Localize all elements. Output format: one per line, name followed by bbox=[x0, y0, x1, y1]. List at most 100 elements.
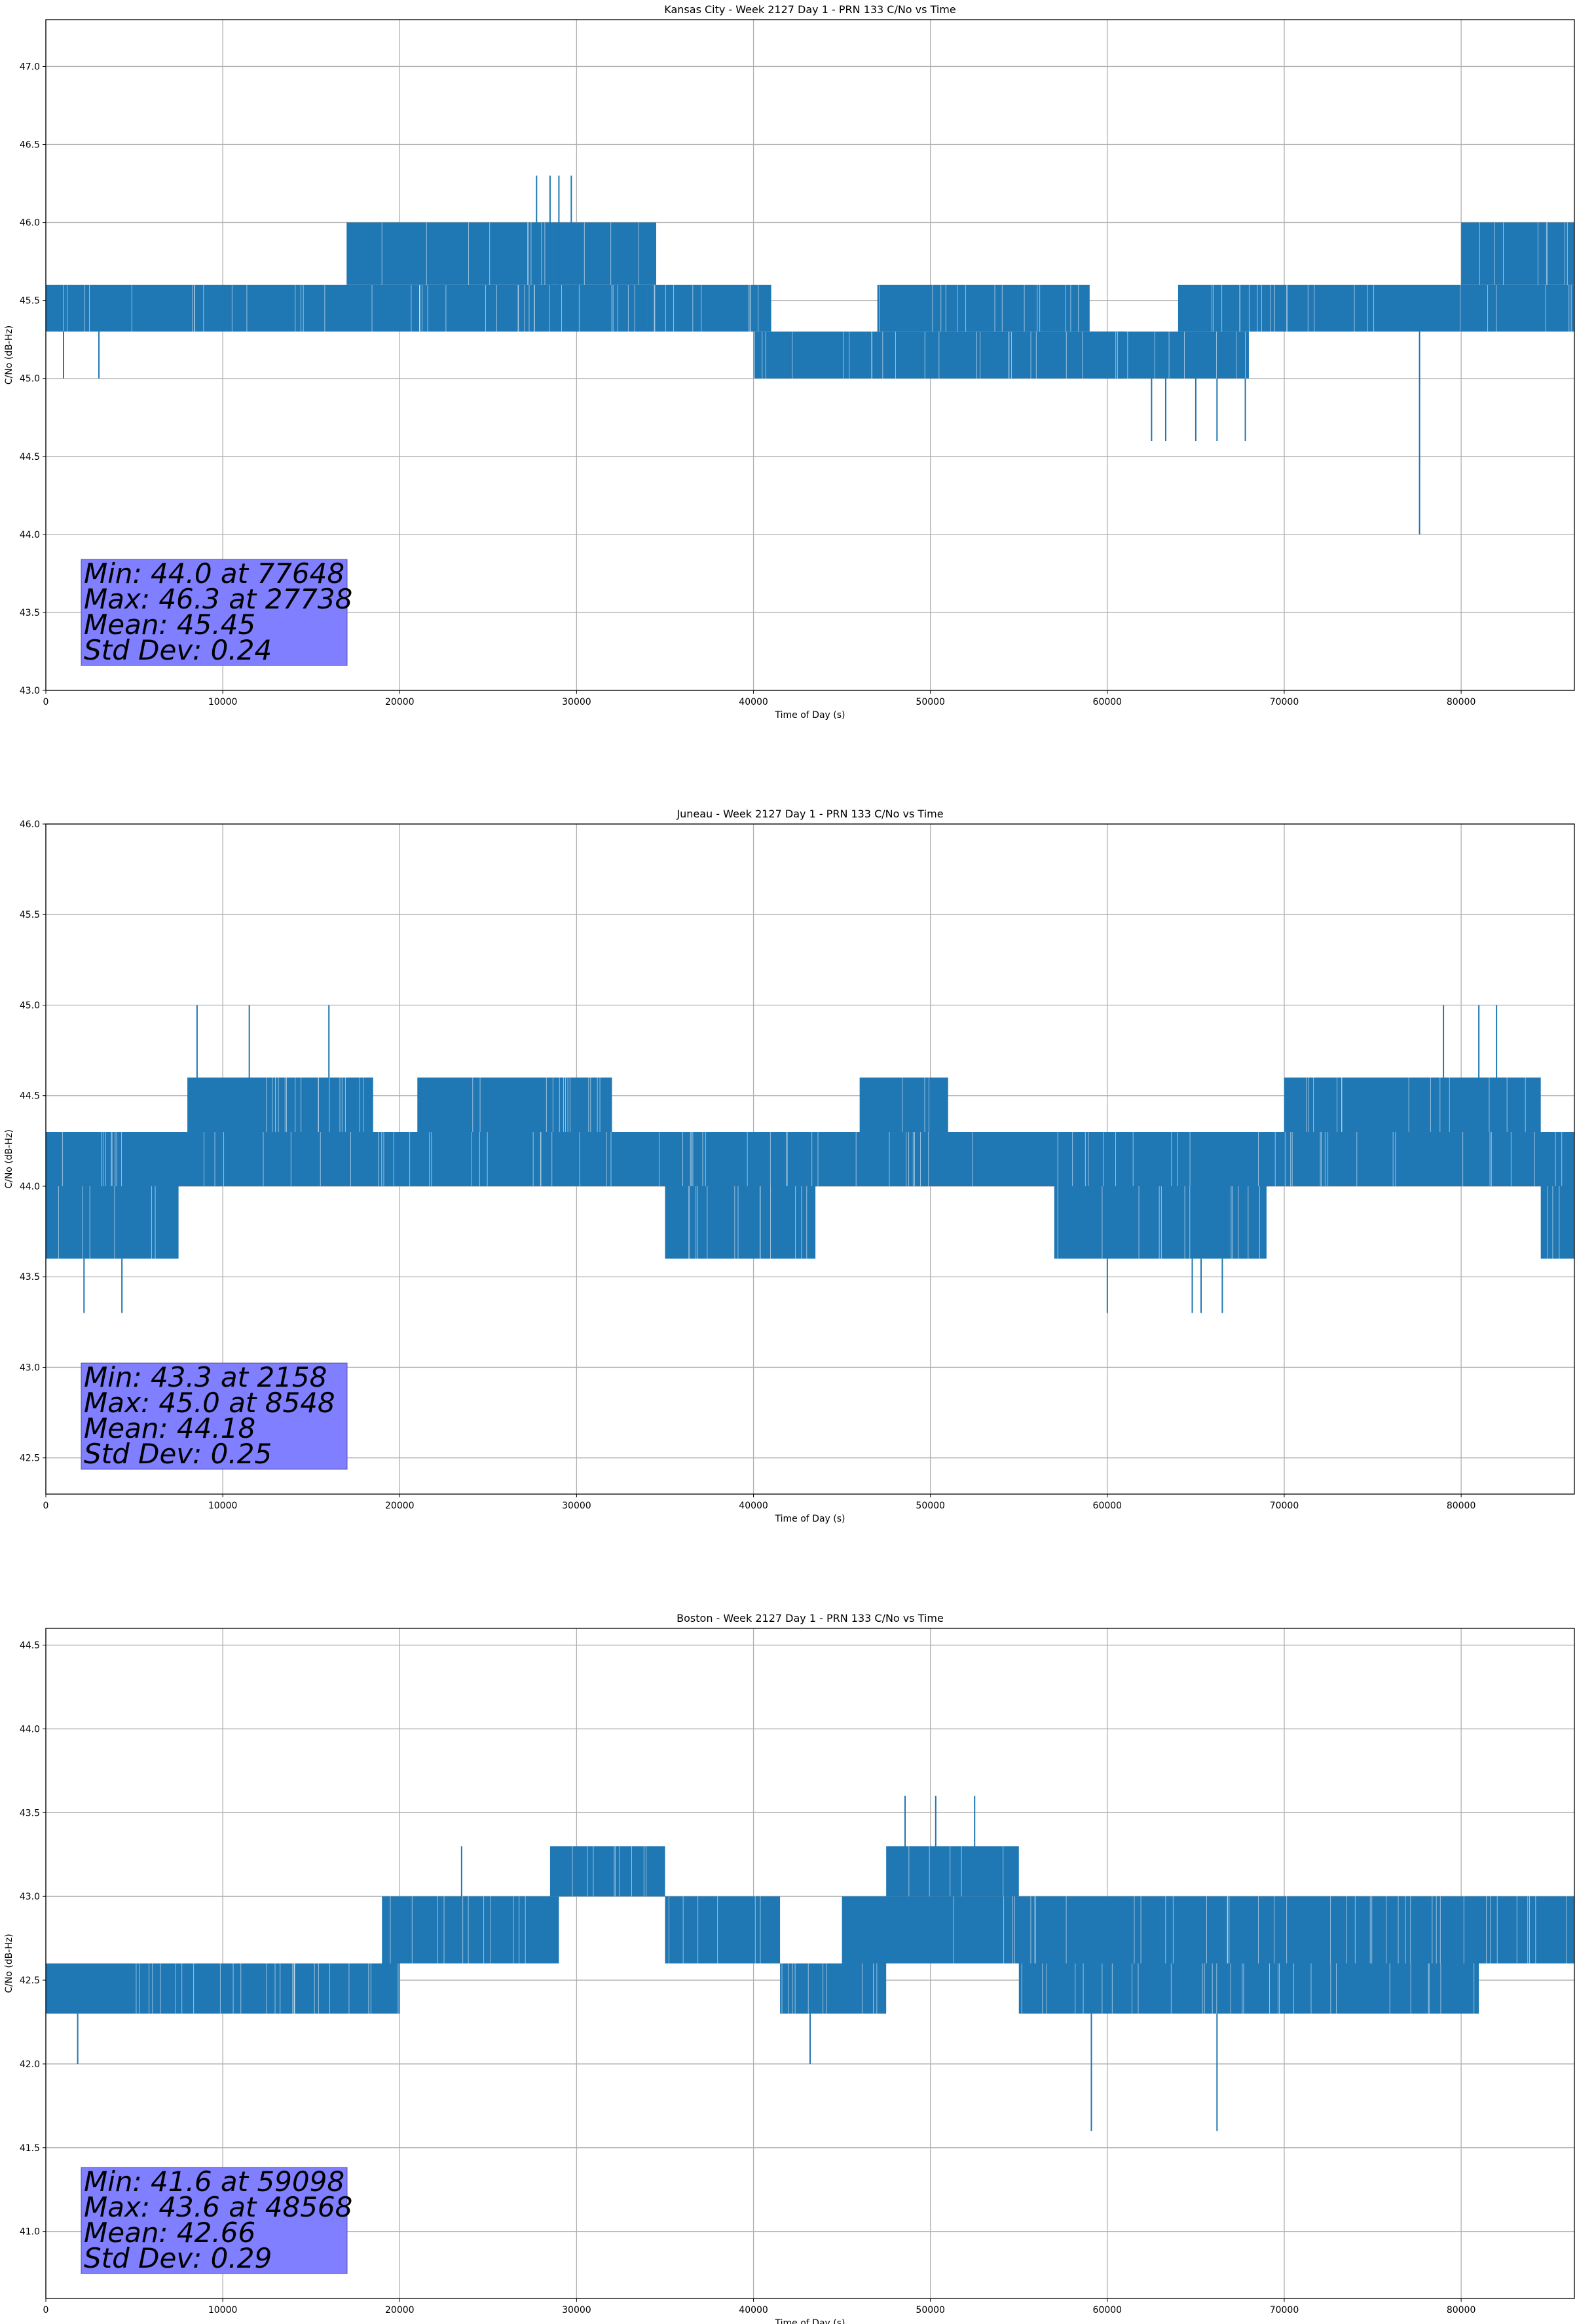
stats-line: Std Dev: 0.25 bbox=[84, 1438, 272, 1470]
chart-title: Boston - Week 2127 Day 1 - PRN 133 C/No … bbox=[677, 1612, 944, 1624]
y-tick-label: 41.5 bbox=[20, 2143, 40, 2154]
x-tick-label: 30000 bbox=[562, 697, 591, 707]
series-band bbox=[1054, 1186, 1267, 1259]
series-band bbox=[46, 1186, 179, 1259]
x-tick-label: 70000 bbox=[1270, 2305, 1299, 2315]
series-band bbox=[886, 1846, 1019, 1897]
y-axis-label: C/No (dB-Hz) bbox=[4, 1129, 14, 1188]
series-band bbox=[1178, 284, 1574, 332]
series-band bbox=[346, 222, 656, 285]
y-axis-label: C/No (dB-Hz) bbox=[4, 1934, 14, 1993]
x-axis-label: Time of Day (s) bbox=[775, 710, 845, 721]
y-tick-label: 44.5 bbox=[20, 1641, 40, 1651]
cno-series bbox=[46, 1795, 1574, 2131]
x-tick-label: 20000 bbox=[385, 2305, 415, 2315]
chart-title: Juneau - Week 2127 Day 1 - PRN 133 C/No … bbox=[676, 808, 943, 820]
chart-title: Kansas City - Week 2127 Day 1 - PRN 133 … bbox=[664, 3, 955, 16]
axes-frame bbox=[45, 19, 1575, 691]
series-band bbox=[780, 1963, 887, 2014]
stats-box bbox=[81, 1362, 348, 1470]
chart-panel-kansas-city: 0 10000 20000 30000 40000 50000 60000 70000 8000… bbox=[4, 3, 1575, 721]
chart-panel-juneau: 0 10000 20000 30000 40000 50000 60000 70000 8000… bbox=[4, 808, 1575, 1524]
x-axis-label: Time of Day (s) bbox=[775, 2318, 845, 2324]
y-tick-label: 43.5 bbox=[20, 608, 40, 618]
series-band bbox=[665, 1186, 816, 1259]
x-tick-label: 50000 bbox=[916, 697, 945, 707]
x-tick-label: 20000 bbox=[385, 1501, 415, 1511]
x-tick-label: 70000 bbox=[1270, 697, 1299, 707]
stats-line: Min: 41.6 at 59098 bbox=[84, 2165, 344, 2198]
x-tick-label: 60000 bbox=[1093, 2305, 1122, 2315]
x-tick-label: 0 bbox=[43, 2305, 49, 2315]
x-tick-label: 50000 bbox=[916, 2305, 945, 2315]
series-band bbox=[665, 1896, 781, 1964]
series-band bbox=[46, 1132, 1574, 1186]
y-tick-label: 44.0 bbox=[20, 1182, 40, 1192]
y-tick-label: 46.0 bbox=[20, 819, 40, 830]
y-tick-label: 42.5 bbox=[20, 1453, 40, 1464]
stats-line: Max: 46.3 at 27738 bbox=[84, 583, 352, 615]
axes-frame bbox=[45, 1628, 1575, 2299]
stats-line: Std Dev: 0.24 bbox=[84, 634, 272, 666]
x-tick-label: 40000 bbox=[739, 1501, 768, 1511]
series-band bbox=[1018, 1963, 1479, 2014]
y-tick-label: 45.5 bbox=[20, 296, 40, 307]
stats-line: Max: 43.6 at 48568 bbox=[84, 2191, 352, 2223]
x-tick-label: 60000 bbox=[1093, 1501, 1122, 1511]
series-band bbox=[859, 1078, 948, 1133]
y-tick-label: 45.0 bbox=[20, 374, 40, 384]
y-tick-label: 47.0 bbox=[20, 62, 40, 72]
stats-line: Std Dev: 0.29 bbox=[84, 2242, 272, 2274]
x-tick-label: 70000 bbox=[1270, 1501, 1299, 1511]
series-band bbox=[1284, 1078, 1541, 1133]
stats-line: Max: 45.0 at 8548 bbox=[84, 1387, 335, 1419]
y-tick-label: 45.0 bbox=[20, 1000, 40, 1011]
stats-line: Mean: 45.45 bbox=[84, 609, 255, 641]
x-tick-label: 0 bbox=[43, 1501, 49, 1511]
x-tick-label: 60000 bbox=[1093, 697, 1122, 707]
stats-line: Mean: 44.18 bbox=[84, 1412, 255, 1444]
series-band bbox=[1461, 222, 1574, 285]
series-band bbox=[877, 284, 1090, 332]
stats-line: Min: 43.3 at 2158 bbox=[84, 1361, 327, 1393]
y-tick-label: 44.0 bbox=[20, 1724, 40, 1734]
y-tick-label: 46.0 bbox=[20, 218, 40, 229]
y-tick-label: 42.0 bbox=[20, 2059, 40, 2070]
x-tick-label: 10000 bbox=[208, 2305, 238, 2315]
x-tick-label: 20000 bbox=[385, 697, 415, 707]
y-tick-label: 43.0 bbox=[20, 686, 40, 696]
x-tick-label: 80000 bbox=[1447, 1501, 1476, 1511]
y-axis-label: C/No (dB-Hz) bbox=[4, 326, 14, 384]
stats-line: Mean: 42.66 bbox=[84, 2217, 255, 2249]
series-band bbox=[382, 1896, 559, 1964]
x-tick-label: 80000 bbox=[1447, 2305, 1476, 2315]
y-tick-label: 43.5 bbox=[20, 1272, 40, 1283]
x-tick-label: 30000 bbox=[562, 1501, 591, 1511]
y-tick-label: 41.0 bbox=[20, 2227, 40, 2238]
x-tick-label: 50000 bbox=[916, 1501, 945, 1511]
stats-line: Min: 44.0 at 77648 bbox=[84, 557, 344, 590]
x-tick-label: 0 bbox=[43, 697, 49, 707]
stats-box bbox=[81, 2167, 348, 2274]
series-band bbox=[1540, 1186, 1574, 1259]
x-tick-label: 30000 bbox=[562, 2305, 591, 2315]
series-band bbox=[46, 1963, 400, 2014]
x-tick-label: 10000 bbox=[208, 1501, 238, 1511]
cno-series bbox=[46, 1005, 1574, 1313]
x-tick-label: 80000 bbox=[1447, 697, 1476, 707]
axes-frame bbox=[45, 823, 1575, 1495]
y-tick-label: 46.5 bbox=[20, 140, 40, 151]
x-tick-label: 40000 bbox=[739, 2305, 768, 2315]
y-tick-label: 42.5 bbox=[20, 1976, 40, 1986]
y-tick-label: 43.5 bbox=[20, 1808, 40, 1818]
stats-box bbox=[81, 559, 348, 666]
series-band bbox=[417, 1078, 612, 1133]
y-tick-label: 43.0 bbox=[20, 1362, 40, 1373]
series-band bbox=[549, 1846, 665, 1897]
cno-series bbox=[46, 176, 1574, 534]
y-tick-label: 44.5 bbox=[20, 1091, 40, 1102]
y-tick-label: 44.5 bbox=[20, 452, 40, 462]
series-band bbox=[842, 1896, 1574, 1964]
y-tick-label: 43.0 bbox=[20, 1892, 40, 1902]
y-tick-label: 44.0 bbox=[20, 530, 40, 540]
